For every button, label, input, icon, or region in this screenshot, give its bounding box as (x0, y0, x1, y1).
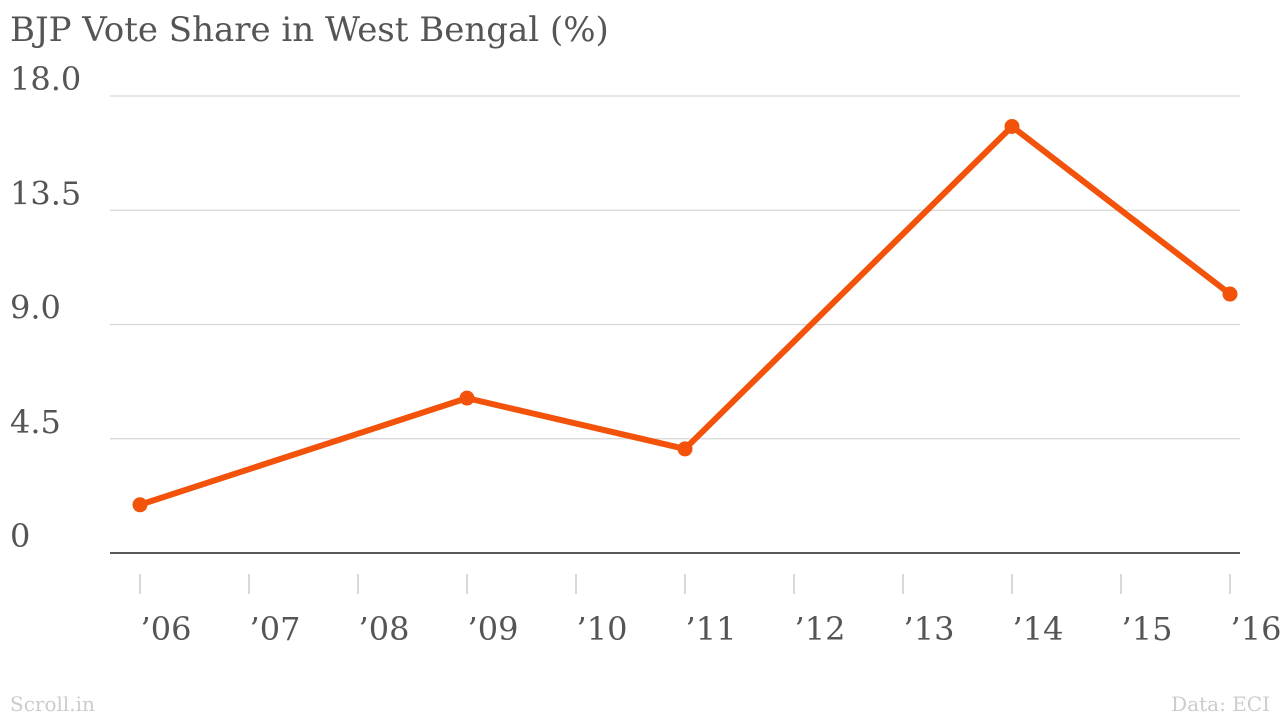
chart-title: BJP Vote Share in West Bengal (%) (10, 10, 609, 50)
y-tick-label: 4.5 (10, 403, 61, 441)
data-point (459, 390, 475, 406)
x-tick-label: ’08 (359, 610, 410, 648)
gridlines (110, 95, 1240, 554)
x-tick-label: ’15 (1122, 610, 1173, 648)
x-tick-label: ’16 (1231, 610, 1280, 648)
y-tick-label: 0 (10, 517, 30, 555)
x-tick-label: ’12 (795, 610, 846, 648)
x-tick-label: ’11 (686, 610, 737, 648)
source-credit: Scroll.in (10, 692, 95, 716)
y-axis-ticks: 0 4.5 9.0 13.5 18.0 (10, 60, 81, 555)
data-point (1004, 118, 1020, 134)
x-tick-label: ’10 (577, 610, 628, 648)
x-tick-label: ’09 (468, 610, 519, 648)
x-tick-label: ’06 (141, 610, 192, 648)
x-tick-label: ’13 (904, 610, 955, 648)
data-point (677, 441, 693, 457)
data-source: Data: ECI (1171, 692, 1270, 716)
data-point (132, 497, 148, 513)
x-tick-label: ’07 (250, 610, 301, 648)
y-tick-label: 13.5 (10, 174, 81, 212)
y-tick-label: 18.0 (10, 60, 81, 98)
x-tick-label: ’14 (1013, 610, 1064, 648)
data-point (1222, 286, 1238, 302)
y-tick-label: 9.0 (10, 289, 61, 327)
x-axis-ticks: ’06 ’07 ’08 ’09 ’10 ’11 ’12 ’13 ’14 ’15 ’16 (139, 574, 1280, 648)
series-group (132, 118, 1238, 513)
